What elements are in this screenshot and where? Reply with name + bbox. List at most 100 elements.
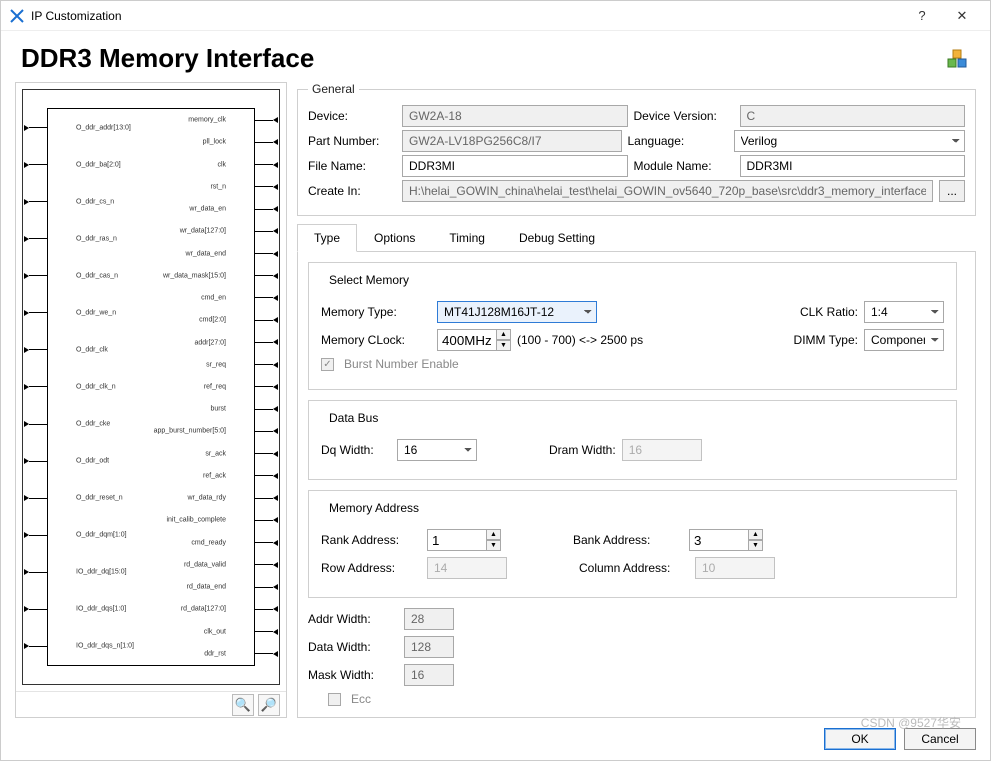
port-left xyxy=(24,381,48,393)
port-label: clk_out xyxy=(204,628,226,635)
zoom-fit-button[interactable]: 🔍 xyxy=(232,694,254,716)
data-bus-group: Data Bus Dq Width: 16 Dram Width: 16 xyxy=(308,400,957,480)
port-right xyxy=(254,470,278,482)
port-label: O_ddr_odt xyxy=(76,458,109,465)
port-left xyxy=(24,640,48,652)
port-right xyxy=(254,448,278,460)
port-label: O_ddr_reset_n xyxy=(76,495,123,502)
tab-options[interactable]: Options xyxy=(357,224,432,252)
port-left xyxy=(24,270,48,282)
select-memory-group: Select Memory Memory Type: MT41J128M16JT… xyxy=(308,262,957,390)
port-label: wr_data_end xyxy=(186,250,226,257)
data-width-field xyxy=(404,636,454,658)
app-logo-icon xyxy=(9,8,25,24)
cancel-button[interactable]: Cancel xyxy=(904,728,976,750)
port-label: pll_lock xyxy=(203,139,226,146)
clk-ratio-label: CLK Ratio: xyxy=(800,305,858,319)
port-right xyxy=(254,537,278,549)
row-address-label: Row Address: xyxy=(321,561,421,575)
port-label: ddr_rst xyxy=(204,650,226,657)
port-label: wr_data_rdy xyxy=(187,495,226,502)
version-label: Device Version: xyxy=(634,109,734,123)
port-right xyxy=(254,603,278,615)
language-select[interactable]: Verilog xyxy=(734,130,966,152)
dq-width-select[interactable]: 16 xyxy=(397,439,477,461)
port-right xyxy=(254,248,278,260)
dq-width-label: Dq Width: xyxy=(321,443,391,457)
tab-content: Select Memory Memory Type: MT41J128M16JT… xyxy=(297,252,976,718)
memory-address-legend: Memory Address xyxy=(325,501,423,515)
spin-up-icon[interactable]: ▲ xyxy=(497,329,511,340)
port-label: O_ddr_we_n xyxy=(76,309,116,316)
port-right xyxy=(254,181,278,193)
ip-cubes-icon xyxy=(946,47,970,71)
memory-type-label: Memory Type: xyxy=(321,305,431,319)
close-button[interactable]: ✕ xyxy=(942,8,982,24)
port-label: O_ddr_cas_n xyxy=(76,272,118,279)
module-name-field[interactable] xyxy=(740,155,966,177)
port-label: ref_req xyxy=(204,384,226,391)
port-label: O_ddr_cs_n xyxy=(76,198,114,205)
port-left xyxy=(24,196,48,208)
port-right xyxy=(254,514,278,526)
device-label: Device: xyxy=(308,109,396,123)
port-right xyxy=(254,336,278,348)
part-label: Part Number: xyxy=(308,134,396,148)
port-right xyxy=(254,492,278,504)
port-right xyxy=(254,136,278,148)
memory-clock-label: Memory CLock: xyxy=(321,333,431,347)
row-address-select: 14 xyxy=(427,557,507,579)
port-label: O_ddr_clk_n xyxy=(76,384,116,391)
port-right xyxy=(254,203,278,215)
port-right xyxy=(254,403,278,415)
port-label: ref_ack xyxy=(203,472,226,479)
port-label: cmd_ready xyxy=(191,539,226,546)
port-label: burst xyxy=(210,406,226,413)
port-right xyxy=(254,626,278,638)
port-left xyxy=(24,455,48,467)
ecc-checkbox xyxy=(328,693,341,706)
rank-address-spinner[interactable]: ▲▼ xyxy=(427,529,501,551)
general-group: General Device: Device Version: Part Num… xyxy=(297,82,976,216)
port-right xyxy=(254,359,278,371)
tab-debug-setting[interactable]: Debug Setting xyxy=(502,224,612,252)
port-label: rd_data_end xyxy=(187,584,226,591)
memory-clock-hint: (100 - 700) <-> 2500 ps xyxy=(517,333,643,347)
port-label: addr[27:0] xyxy=(194,339,226,346)
memory-clock-spinner[interactable]: ▲▼ xyxy=(437,329,511,351)
port-left xyxy=(24,529,48,541)
zoom-in-button[interactable]: 🔎 xyxy=(258,694,280,716)
device-field xyxy=(402,105,628,127)
module-name-label: Module Name: xyxy=(634,159,734,173)
port-right xyxy=(254,292,278,304)
clk-ratio-select[interactable]: 1:4 xyxy=(864,301,944,323)
port-label: wr_data_en xyxy=(189,206,226,213)
port-label: rst_n xyxy=(210,183,226,190)
help-button[interactable]: ? xyxy=(902,8,942,23)
column-address-label: Column Address: xyxy=(579,561,689,575)
browse-button[interactable]: ... xyxy=(939,180,965,202)
port-label: O_ddr_ba[2:0] xyxy=(76,161,121,168)
tab-timing[interactable]: Timing xyxy=(432,224,502,252)
port-left xyxy=(24,344,48,356)
dimm-type-select[interactable]: Component xyxy=(864,329,944,351)
ok-button[interactable]: OK xyxy=(824,728,896,750)
spin-down-icon[interactable]: ▼ xyxy=(497,340,511,351)
memory-type-select[interactable]: MT41J128M16JT-12 xyxy=(437,301,597,323)
port-label: init_calib_complete xyxy=(166,517,226,524)
port-label: sr_req xyxy=(206,361,226,368)
mask-width-label: Mask Width: xyxy=(308,668,398,682)
port-right xyxy=(254,425,278,437)
window-title: IP Customization xyxy=(31,9,902,23)
dimm-type-label: DIMM Type: xyxy=(794,333,858,347)
port-label: IO_ddr_dq[15:0] xyxy=(76,569,127,576)
port-label: wr_data_mask[15:0] xyxy=(163,272,226,279)
bank-address-spinner[interactable]: ▲▼ xyxy=(689,529,763,551)
port-right xyxy=(254,559,278,571)
file-name-field[interactable] xyxy=(402,155,628,177)
port-label: app_burst_number[5:0] xyxy=(154,428,226,435)
data-width-label: Data Width: xyxy=(308,640,398,654)
tab-type[interactable]: Type xyxy=(297,224,357,252)
port-label: O_ddr_ras_n xyxy=(76,235,117,242)
port-label: IO_ddr_dqs[1:0] xyxy=(76,606,126,613)
